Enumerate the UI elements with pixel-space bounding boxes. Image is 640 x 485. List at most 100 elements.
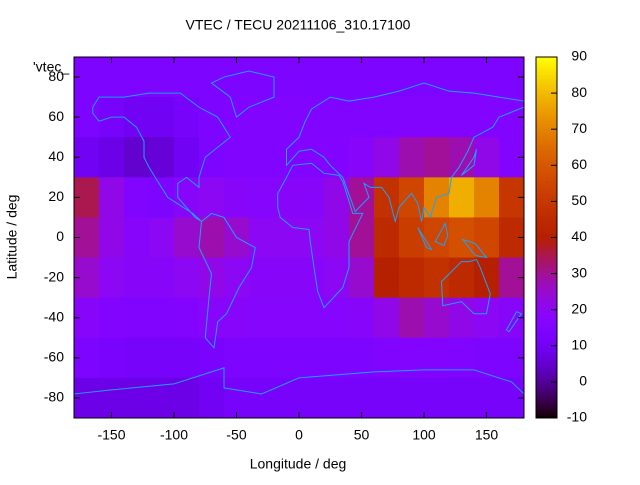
heat-cell xyxy=(149,177,175,218)
heat-cell xyxy=(224,57,250,98)
heat-cell xyxy=(424,97,450,138)
heat-cell xyxy=(299,297,325,339)
heat-cell xyxy=(374,97,400,138)
heat-cell xyxy=(99,257,125,299)
coastline xyxy=(74,368,524,394)
colorbar-tick-label: 0 xyxy=(579,373,587,389)
heat-cell xyxy=(274,337,300,379)
colorbar-tick-label: 30 xyxy=(571,264,587,280)
heat-cell xyxy=(149,217,175,259)
colorbar-swatch xyxy=(536,387,557,392)
heat-cell xyxy=(324,97,350,138)
colorbar-swatch xyxy=(536,93,557,97)
colorbar-swatch xyxy=(536,204,557,208)
colorbar-swatch xyxy=(536,396,557,401)
heat-cell xyxy=(349,257,375,299)
heat-cell xyxy=(249,377,275,419)
heat-cell xyxy=(299,377,325,419)
colorbar-swatch xyxy=(536,408,557,413)
heat-cell xyxy=(249,217,275,259)
colorbar-swatch xyxy=(536,75,557,79)
heat-cell xyxy=(399,137,425,178)
colorbar-tick-label: 90 xyxy=(571,48,587,64)
heat-cell xyxy=(249,97,275,138)
colorbar-swatch xyxy=(536,243,557,248)
heat-cell xyxy=(374,337,400,379)
colorbar-swatch xyxy=(536,195,557,199)
colorbar-swatch xyxy=(536,201,557,205)
colorbar-swatch xyxy=(536,318,557,323)
heat-cell xyxy=(349,377,375,419)
x-tick-label: 50 xyxy=(354,427,370,443)
colorbar-swatch xyxy=(536,180,557,184)
colorbar-swatch xyxy=(536,147,557,151)
heat-cell xyxy=(274,297,300,339)
colorbar-swatch xyxy=(536,276,557,281)
heat-cell xyxy=(474,177,500,218)
colorbar-swatch xyxy=(536,378,557,383)
x-tick-label: 100 xyxy=(412,427,436,443)
colorbar-swatch xyxy=(536,240,557,245)
colorbar-swatch xyxy=(536,411,557,416)
heatmap xyxy=(74,57,525,419)
colorbar-swatch xyxy=(536,63,557,67)
colorbar-swatch xyxy=(536,402,557,407)
heat-cell xyxy=(324,217,350,259)
colorbar-tick-label: 20 xyxy=(571,300,587,316)
heat-cell xyxy=(424,297,450,339)
heat-cell xyxy=(249,337,275,379)
y-tick-label: 60 xyxy=(48,108,64,124)
colorbar-tick-label: 10 xyxy=(571,337,587,353)
heat-cell xyxy=(249,57,275,98)
colorbar-swatch xyxy=(536,78,557,82)
heat-cell xyxy=(399,377,425,419)
colorbar-swatch xyxy=(536,291,557,296)
heat-cell xyxy=(374,137,400,178)
colorbar-swatch xyxy=(536,144,557,148)
heat-cell xyxy=(249,177,275,218)
chart-title: VTEC / TECU 20211106_310.17100 xyxy=(186,17,411,33)
colorbar-swatch xyxy=(536,102,557,106)
colorbar-swatch xyxy=(536,120,557,124)
colorbar-swatch xyxy=(536,309,557,314)
heat-cell xyxy=(399,257,425,299)
heat-cell xyxy=(274,377,300,419)
colorbar xyxy=(536,57,557,419)
x-axis-title: Longitude / deg xyxy=(250,456,347,472)
heat-cell xyxy=(174,217,200,259)
colorbar-swatch xyxy=(536,339,557,344)
colorbar-swatch xyxy=(536,105,557,109)
heat-cell xyxy=(124,97,150,138)
colorbar-swatch xyxy=(536,363,557,368)
colorbar-swatch xyxy=(536,114,557,118)
heat-cell xyxy=(124,137,150,178)
colorbar-swatch xyxy=(536,270,557,275)
y-tick-label: -60 xyxy=(44,349,64,365)
coastline xyxy=(442,260,491,314)
heat-cell xyxy=(149,97,175,138)
heat-cell xyxy=(299,337,325,379)
colorbar-swatch xyxy=(536,153,557,157)
colorbar-swatch xyxy=(536,267,557,272)
colorbar-swatch xyxy=(536,228,557,232)
x-tick-label: 0 xyxy=(295,427,303,443)
colorbar-swatch xyxy=(536,336,557,341)
heat-cell xyxy=(124,177,150,218)
heat-cell xyxy=(99,177,125,218)
colorbar-swatch xyxy=(536,117,557,121)
colorbar-swatch xyxy=(536,210,557,214)
heat-cell xyxy=(374,297,400,339)
heat-cell xyxy=(349,217,375,259)
colorbar-swatch xyxy=(536,69,557,73)
heat-cell xyxy=(449,217,475,259)
colorbar-swatch xyxy=(536,57,557,61)
colorbar-swatch xyxy=(536,135,557,139)
colorbar-swatch xyxy=(536,327,557,332)
heat-cell xyxy=(299,57,325,98)
heat-cell xyxy=(124,337,150,379)
colorbar-swatch xyxy=(536,321,557,326)
heat-cell xyxy=(374,257,400,299)
heat-cell xyxy=(249,257,275,299)
heat-cell xyxy=(124,217,150,259)
heat-cell xyxy=(124,257,150,299)
